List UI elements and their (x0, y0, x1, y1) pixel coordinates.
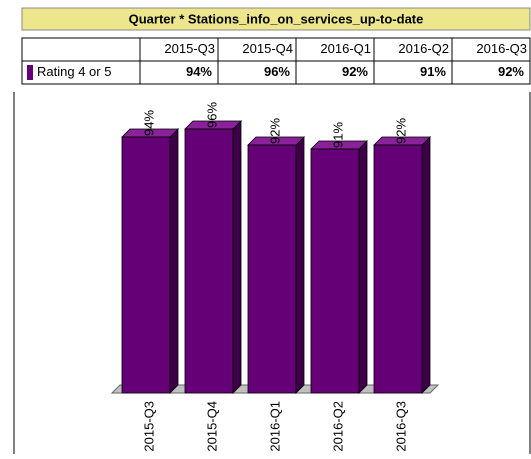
data-label: 92% (393, 118, 408, 144)
bar (247, 144, 297, 394)
bar (184, 128, 234, 394)
bar-side (295, 136, 305, 394)
title-bar (21, 7, 531, 31)
table-value: 96% (264, 64, 290, 79)
bar (373, 144, 423, 394)
bar (310, 148, 360, 394)
table-header: 2015-Q4 (242, 41, 293, 56)
table-header: 2015-Q3 (164, 41, 215, 56)
bar-side (358, 140, 368, 394)
data-label: 92% (267, 118, 282, 144)
table-header: 2016-Q1 (320, 41, 371, 56)
table-value: 92% (498, 64, 524, 79)
x-tick-label: 2015-Q4 (204, 401, 219, 452)
legend-label: Rating 4 or 5 (37, 64, 111, 79)
chart-title: Quarter * Stations_info_on_services_up-t… (129, 11, 424, 26)
table-value: 91% (420, 64, 446, 79)
table-value: 94% (186, 64, 212, 79)
bar-side (421, 136, 431, 394)
bar-side (169, 128, 179, 394)
bar-side (232, 120, 242, 394)
x-tick-label: 2016-Q1 (267, 401, 282, 452)
x-tick-label: 2016-Q2 (330, 401, 345, 452)
x-tick-label: 2015-Q3 (141, 401, 156, 452)
data-label: 91% (330, 122, 345, 148)
bar (121, 136, 171, 394)
x-tick-label: 2016-Q3 (393, 401, 408, 452)
data-label: 94% (141, 110, 156, 136)
data-label: 96% (204, 102, 219, 128)
table-header: 2016-Q3 (476, 41, 527, 56)
table-value: 92% (342, 64, 368, 79)
legend-swatch (27, 65, 33, 80)
table-header: 2016-Q2 (398, 41, 449, 56)
